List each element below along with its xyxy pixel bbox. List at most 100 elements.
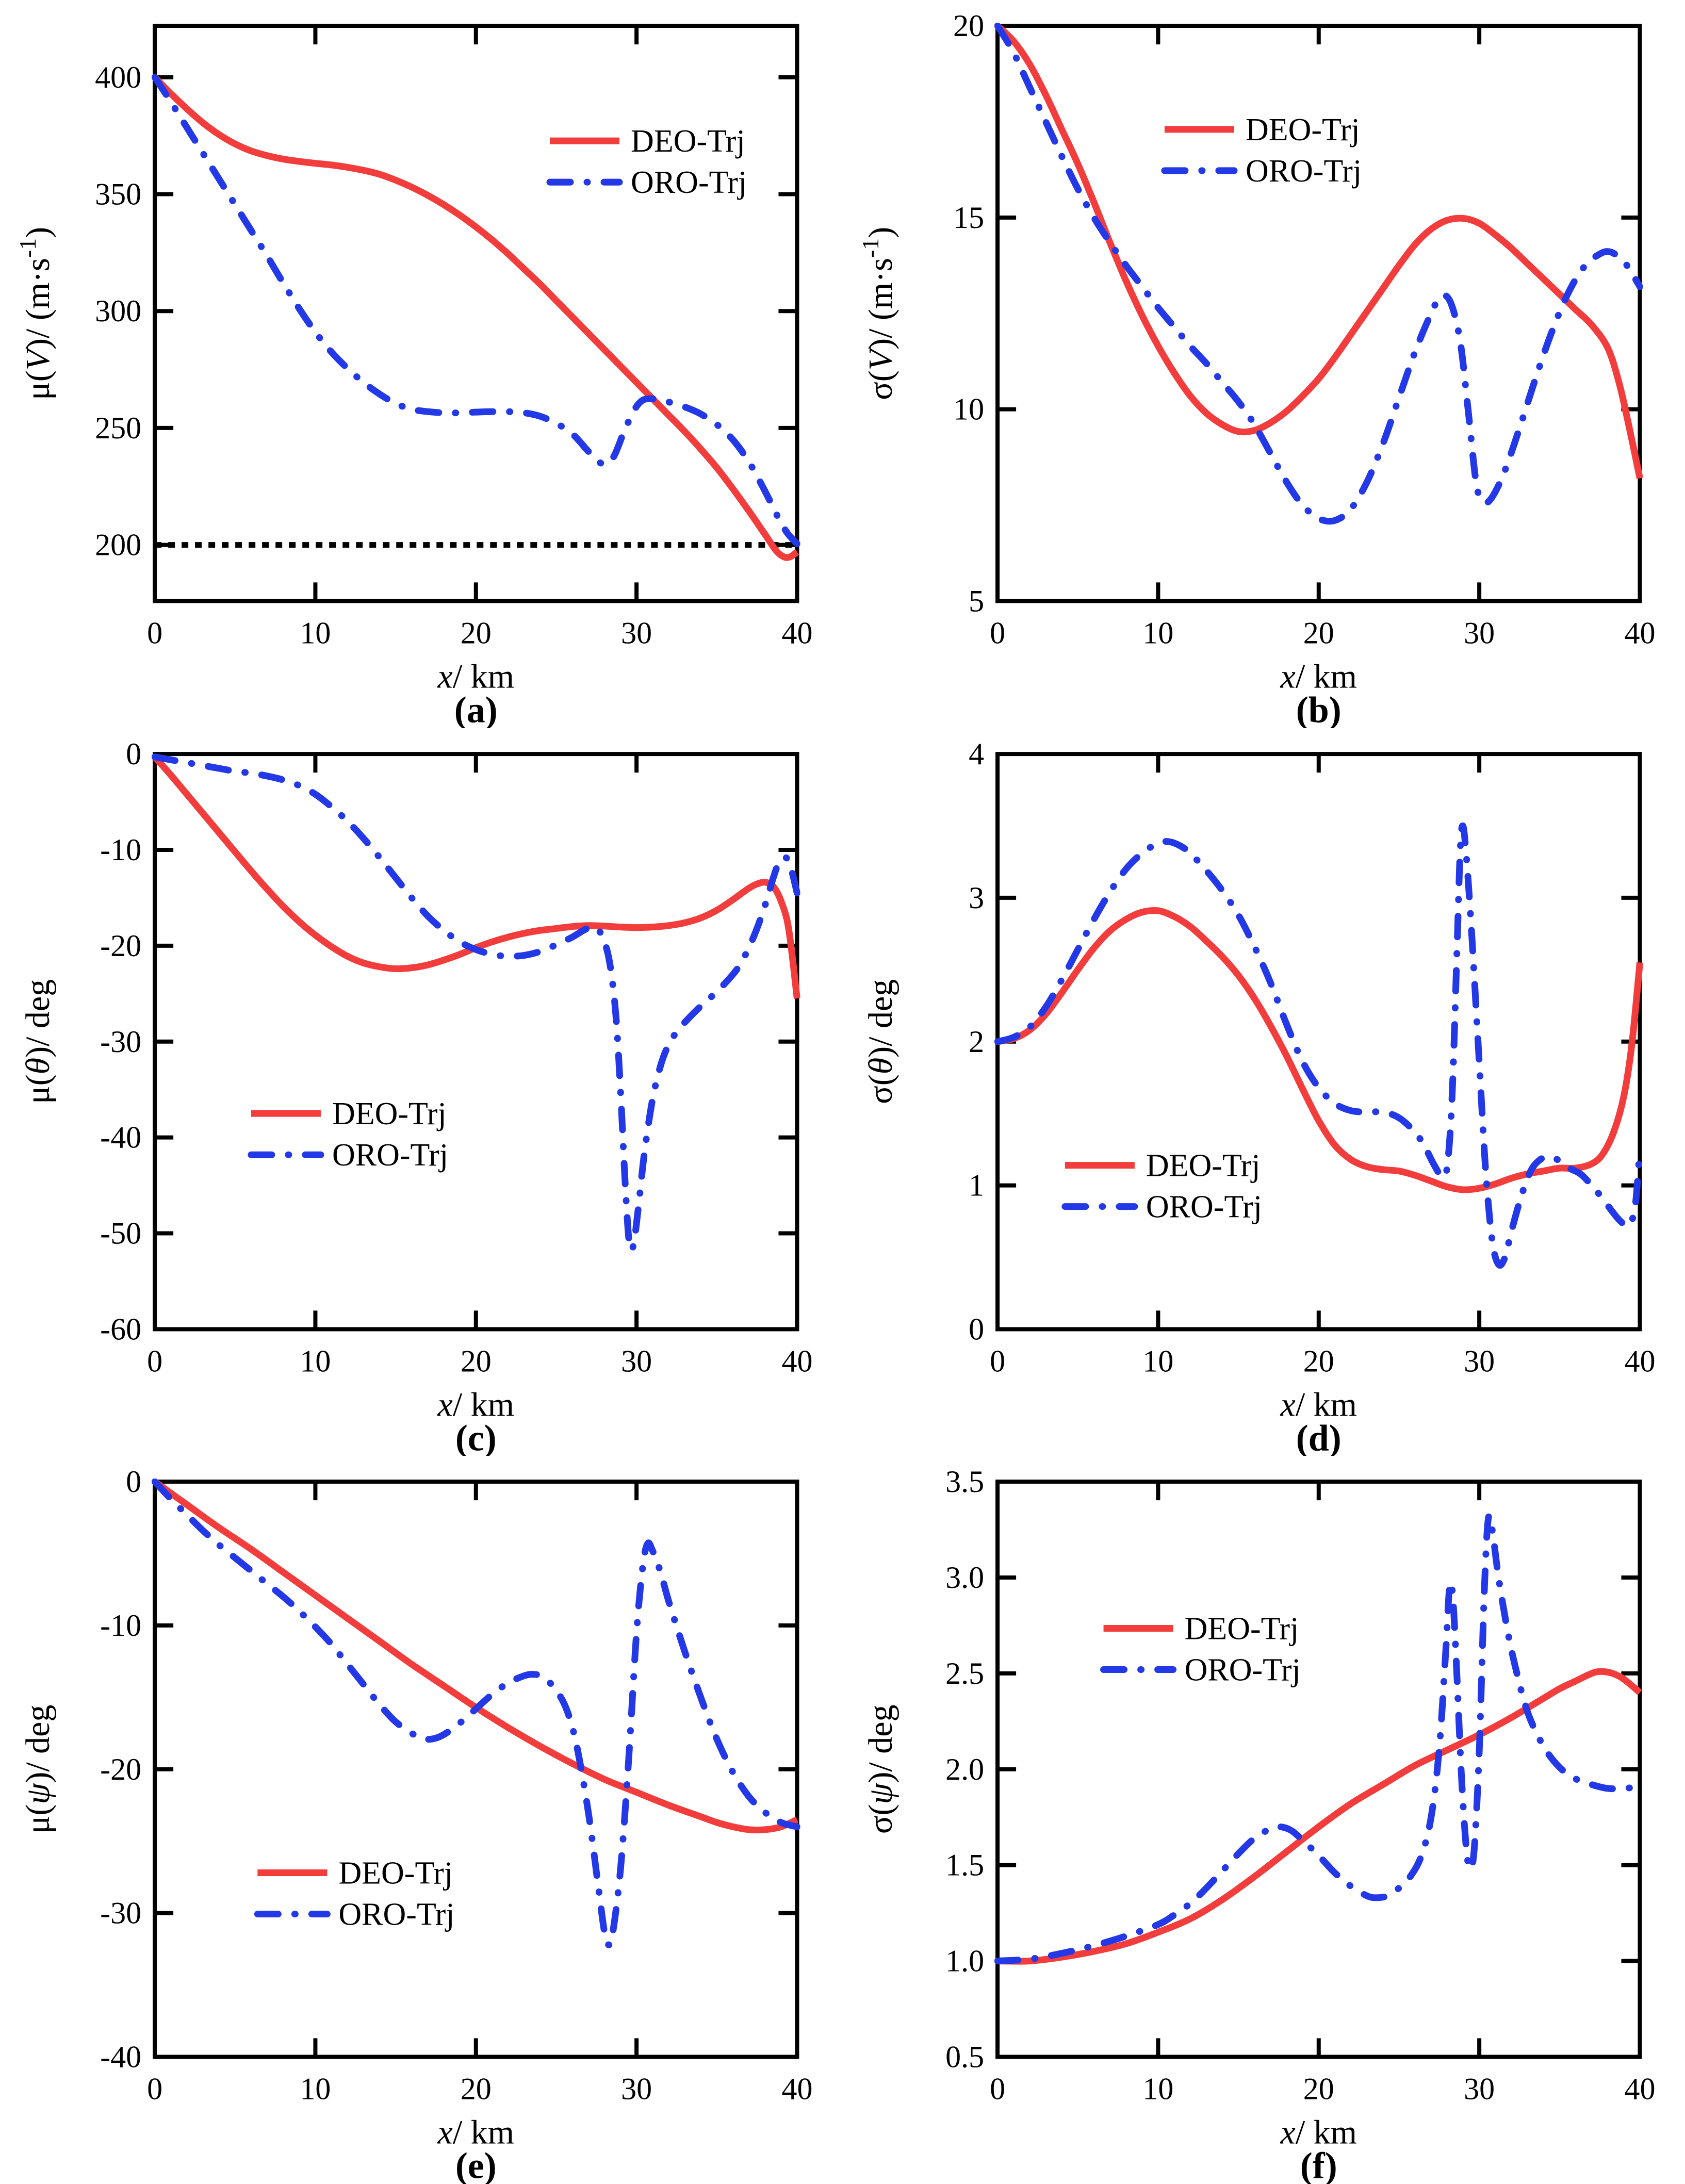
y-tick-label: 0: [969, 1312, 984, 1346]
legend-label-oro: ORO-Trj: [332, 1138, 448, 1173]
chart-mu-psi: 0 10 20 30 40 0 -10 -20 -30 -40 DEO-Trj ORO-Trj μ(ψ)…: [19, 1465, 812, 2184]
x-tick-label: 20: [461, 616, 492, 650]
axes-a: 0 10 20 30 40 200 250 300 350 400: [95, 24, 812, 650]
x-axis-label: x/ km: [1280, 658, 1357, 695]
panel-caption: (d): [1296, 1417, 1341, 1456]
x-axis-label: x/ km: [437, 1386, 515, 1423]
x-tick-label: 10: [300, 2072, 331, 2106]
panel-caption: (c): [455, 1417, 497, 1456]
chart-sigma-psi: 0 10 20 30 40 0.5 1.0 1.5 2.0 2.5 3.0 3.5 DEO-Trj ORO…: [862, 1465, 1655, 2184]
x-tick-label: 0: [990, 1344, 1005, 1378]
y-axis-label: σ(V)/ (m·s-1): [857, 227, 899, 400]
y-tick-label: 3.5: [945, 1465, 984, 1499]
chart-sigma-velocity: 0 10 20 30 40 5 10 15 20 DEO-Trj ORO-Trj σ(V)/ (m·s…: [857, 9, 1655, 728]
y-tick-label: 20: [953, 9, 984, 43]
series-deo-line: [995, 23, 1643, 479]
y-tick-label: -20: [100, 1752, 141, 1786]
x-tick-label: 40: [781, 1344, 812, 1378]
x-tick-label: 40: [781, 2072, 812, 2106]
y-axis-label: σ(θ)/ deg: [862, 979, 899, 1104]
y-tick-label: 0: [126, 1465, 141, 1499]
panel-caption: (f): [1300, 2145, 1337, 2184]
chart-sigma-theta: 0 10 20 30 40 0 1 2 3 4 DEO-Trj ORO-Trj σ(θ)/ deg x/ …: [862, 737, 1655, 1456]
x-tick-label: 0: [990, 2072, 1005, 2106]
x-tick-label: 10: [1142, 1344, 1173, 1378]
y-tick-label: -60: [100, 1312, 141, 1346]
panel-a: 0 10 20 30 40 200 250 300 350 400 DEO-Trj ORO-Trj μ(…: [0, 0, 843, 728]
y-tick-label: -40: [100, 1120, 141, 1154]
y-axis-label: μ(V)/ (m·s-1): [14, 227, 57, 400]
y-tick-label: -30: [100, 1896, 141, 1930]
y-tick-label: 400: [95, 60, 141, 94]
legend-label-oro: ORO-Trj: [338, 1897, 454, 1932]
x-tick-label: 40: [1624, 616, 1655, 650]
legend-label-deo: DEO-Trj: [1245, 112, 1360, 147]
x-tick-label: 40: [1624, 1344, 1655, 1378]
y-tick-label: -40: [100, 2040, 141, 2074]
panel-c: 0 10 20 30 40 0 -10 -20 -30 -40 -50 -60 DEO-Trj ORO-T…: [0, 728, 843, 1456]
series-oro-line: [994, 822, 1643, 1269]
y-tick-label: -50: [100, 1216, 141, 1250]
x-tick-label: 10: [300, 616, 331, 650]
y-tick-label: -10: [100, 833, 141, 867]
x-tick-label: 30: [621, 616, 652, 650]
series-deo-line: [152, 754, 800, 999]
series-oro-line: [152, 1479, 800, 1949]
y-tick-label: 3: [969, 881, 984, 915]
legend-label-deo: DEO-Trj: [1146, 1148, 1260, 1183]
panel-b: 0 10 20 30 40 5 10 15 20 DEO-Trj ORO-Trj σ(V)/ (m·s…: [843, 0, 1685, 728]
y-tick-label: 1: [969, 1168, 984, 1202]
x-tick-label: 20: [1303, 1344, 1334, 1378]
series-oro-line: [152, 753, 800, 1254]
panel-caption: (e): [455, 2145, 497, 2184]
y-tick-label: 200: [95, 528, 141, 562]
panel-caption: (a): [454, 689, 498, 728]
y-tick-label: 5: [969, 584, 984, 618]
x-tick-label: 40: [1624, 2072, 1655, 2106]
x-tick-label: 0: [147, 616, 162, 650]
x-tick-label: 0: [990, 616, 1005, 650]
series-oro-line: [994, 23, 1643, 525]
legend-label-oro: ORO-Trj: [631, 165, 747, 200]
legend-label-oro: ORO-Trj: [1245, 154, 1361, 189]
y-tick-label: -10: [100, 1608, 141, 1643]
y-tick-label: 0: [126, 737, 141, 771]
panel-e: 0 10 20 30 40 0 -10 -20 -30 -40 DEO-Trj ORO-Trj μ(ψ)…: [0, 1456, 843, 2184]
x-tick-label: 20: [1303, 2072, 1334, 2106]
x-tick-label: 30: [1464, 1344, 1495, 1378]
series-oro-line: [152, 74, 800, 547]
y-tick-label: 1.0: [945, 1944, 984, 1978]
legend-label-deo: DEO-Trj: [338, 1856, 453, 1891]
y-axis-label: σ(ψ)/ deg: [862, 1705, 899, 1834]
panel-d: 0 10 20 30 40 0 1 2 3 4 DEO-Trj ORO-Trj σ(θ)/ deg x/ …: [843, 728, 1685, 1456]
y-axis-label: μ(θ)/ deg: [19, 979, 57, 1104]
axes-f: 0 10 20 30 40 0.5 1.0 1.5 2.0 2.5 3.0 3.5: [945, 1465, 1655, 2106]
y-tick-label: 2.5: [945, 1656, 984, 1690]
x-axis-label: x/ km: [437, 658, 515, 695]
x-axis-label: x/ km: [1280, 1386, 1357, 1423]
legend-label-oro: ORO-Trj: [1184, 1653, 1300, 1688]
legend-f: DEO-Trj ORO-Trj: [1100, 1612, 1300, 1688]
legend-label-deo: DEO-Trj: [631, 124, 745, 159]
x-tick-label: 30: [1464, 616, 1495, 650]
legend-b: DEO-Trj ORO-Trj: [1160, 112, 1362, 189]
y-axis-label: μ(ψ)/ deg: [19, 1705, 57, 1834]
x-axis-label: x/ km: [437, 2114, 515, 2152]
chart-mu-velocity: 0 10 20 30 40 200 250 300 350 400 DEO-Trj ORO-Trj μ(…: [14, 24, 812, 728]
x-tick-label: 40: [781, 616, 812, 650]
y-tick-label: 2: [969, 1024, 984, 1058]
y-tick-label: 10: [953, 392, 984, 426]
panel-f: 0 10 20 30 40 0.5 1.0 1.5 2.0 2.5 3.0 3.5 DEO-Trj ORO…: [843, 1456, 1685, 2184]
legend-label-deo: DEO-Trj: [332, 1096, 447, 1131]
y-tick-label: 4: [969, 737, 984, 771]
legend-c: DEO-Trj ORO-Trj: [248, 1096, 448, 1173]
y-tick-label: 15: [953, 201, 984, 235]
x-tick-label: 20: [461, 2072, 492, 2106]
axes-e: 0 10 20 30 40 0 -10 -20 -30 -40: [100, 1465, 812, 2106]
x-tick-label: 10: [300, 1344, 331, 1378]
series-deo-line: [153, 1479, 799, 1834]
legend-a: DEO-Trj ORO-Trj: [546, 124, 747, 200]
series-deo-line: [152, 75, 799, 561]
y-tick-label: 0.5: [945, 2040, 984, 2074]
